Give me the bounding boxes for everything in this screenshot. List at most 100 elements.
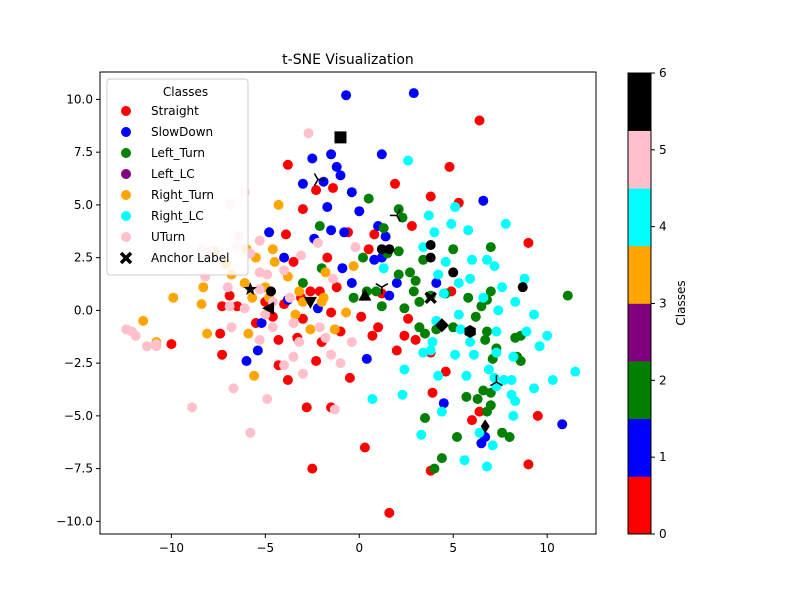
point-right-lc-8 [482,254,492,265]
point-right-lc-42 [461,370,472,381]
point-straight-14 [288,256,299,267]
colorbar-tick-label-4: 4 [659,220,667,234]
point-right-lc-40 [498,375,509,385]
point-straight-31 [215,328,226,339]
anchor-marker-9 [243,282,257,295]
point-straight-46 [301,402,312,413]
point-straight-60 [523,237,534,248]
point-straight-52 [359,442,370,453]
point-uturn-11 [350,242,361,253]
point-right-turn-16 [196,299,207,310]
point-right-lc-3 [446,218,457,229]
point-right-lc-53 [510,396,521,407]
point-right-lc-34 [468,349,479,360]
anchor-marker-13 [424,291,437,304]
point-slowdown-7 [297,178,308,189]
point-right-lc-12 [378,263,389,274]
point-straight-11 [281,229,291,240]
point-left-turn-47 [420,413,430,423]
point-right-lc-36 [508,351,519,362]
point-left-turn-23 [463,292,474,303]
point-left-turn-53 [480,334,491,345]
legend-label-anchor-label: Anchor Label [151,251,229,265]
chart-title: t-SNE Visualization [282,52,414,68]
colorbar-segment-2 [628,361,651,420]
legend-marker-right-turn [121,190,131,200]
legend-marker-left-turn [121,148,131,158]
point-slowdown-34 [557,419,568,430]
anchor-points [243,131,528,434]
point-straight-40 [217,349,228,360]
point-straight-13 [363,244,374,255]
point-uturn-15 [279,265,290,276]
point-right-lc-51 [436,406,447,417]
point-straight-30 [399,330,410,341]
legend-label-uturn: UTurn [151,230,185,244]
legend-marker-uturn [121,232,131,242]
point-left-turn-20 [414,296,425,307]
x-tick-label-3: 5 [449,541,457,555]
point-straight-45 [440,366,451,377]
point-left-turn-28 [399,303,410,314]
point-right-turn-28 [249,370,260,381]
point-slowdown-21 [369,254,380,265]
point-right-lc-37 [399,364,410,375]
point-right-lc-10 [440,256,451,267]
point-slowdown-14 [478,195,489,206]
y-tick-label-0: −10.0 [56,514,93,528]
anchor-marker-4 [425,252,436,263]
point-uturn-46 [151,341,162,352]
point-uturn-18 [254,284,265,295]
point-straight-6 [444,161,455,172]
point-right-lc-27 [465,337,476,347]
point-left-turn-19 [348,292,359,303]
point-right-turn-9 [348,261,359,272]
point-right-turn-21 [290,309,301,320]
point-straight-29 [373,322,384,333]
legend: Classes Straight SlowDown Left_Turn Left_LC R… [106,78,249,276]
anchor-marker-14 [303,296,317,309]
colorbar-segment-1 [628,418,651,477]
point-uturn-43 [187,402,198,413]
point-right-lc-21 [529,309,539,320]
legend-marker-anchor-label [119,251,133,265]
colorbar-segment-5 [628,188,651,247]
point-right-turn-29 [202,328,213,339]
point-slowdown-0 [341,90,352,101]
point-left-turn-35 [482,326,492,337]
point-slowdown-20 [279,252,290,263]
point-uturn-4 [254,235,265,246]
point-uturn-24 [288,318,299,328]
point-right-lc-14 [465,273,476,284]
point-right-turn-8 [320,267,331,278]
colorbar-tick-label-5: 5 [659,143,667,157]
point-uturn-44 [329,404,340,415]
point-left-turn-31 [420,328,430,339]
point-left-turn-26 [562,290,573,301]
point-slowdown-9 [335,170,346,181]
point-right-lc-23 [493,305,504,316]
colorbar-tick-label-0: 0 [659,527,667,541]
plot-frame [99,71,597,535]
point-right-turn-1 [267,244,278,255]
point-straight-57 [166,339,177,350]
point-slowdown-10 [346,187,357,198]
point-left-turn-16 [408,286,419,297]
point-left-turn-6 [448,244,459,255]
point-uturn-31 [142,341,152,352]
legend-title: Classes [163,85,208,99]
point-uturn-13 [254,267,265,278]
y-tick-label-6: 5.0 [74,198,93,212]
point-uturn-36 [346,337,357,347]
anchor-marker-19 [480,419,490,434]
point-left-turn-52 [429,463,440,474]
point-right-lc-59 [418,347,429,358]
point-straight-54 [307,463,318,474]
point-right-lc-44 [397,389,408,400]
point-slowdown-19 [264,227,275,238]
point-uturn-40 [228,383,239,394]
point-straight-48 [427,387,438,398]
point-slowdown-11 [322,202,333,212]
point-uturn-0 [303,128,314,139]
